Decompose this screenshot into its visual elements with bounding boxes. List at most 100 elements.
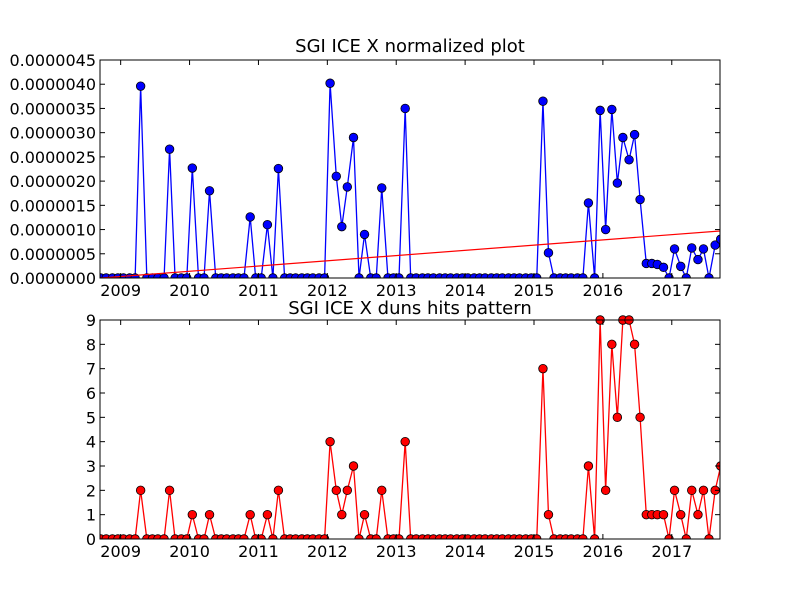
y-tick-label: 9 (86, 311, 96, 330)
x-tick-label: 2010 (169, 542, 210, 561)
data-point (400, 436, 410, 447)
data-point (182, 534, 192, 539)
data-point (325, 436, 335, 447)
data-point (664, 534, 674, 539)
data-point (348, 461, 359, 471)
data-point (182, 273, 192, 278)
x-tick-label: 2009 (100, 281, 141, 300)
data-point (704, 273, 714, 278)
axis-ticks: 2009 2010 2011 2012 2013 2014 2015 2016 2017 0.00… (9, 51, 720, 300)
x-tick-label: 2011 (238, 542, 279, 561)
y-tick-label: 7 (86, 360, 96, 379)
data-point (164, 485, 175, 496)
data-point (331, 485, 341, 496)
x-tick-label: 2014 (445, 281, 486, 300)
data-point (600, 224, 611, 235)
y-tick-label: 0.0000045 (9, 51, 96, 70)
x-tick-label: 2011 (238, 281, 279, 300)
data-point (342, 182, 353, 192)
data-point (715, 234, 720, 244)
data-point (583, 461, 594, 471)
y-tick-label: 0.0000025 (9, 148, 96, 167)
data-point (204, 186, 215, 196)
y-tick-label: 2 (86, 481, 96, 500)
chart-title: SGI ICE X duns hits pattern (288, 298, 531, 319)
data-point (618, 132, 628, 143)
y-tick-label: 0.0000030 (9, 124, 96, 143)
data-point (543, 509, 554, 520)
y-tick-label: 3 (86, 457, 96, 476)
data-point (612, 178, 623, 188)
plot-area (100, 315, 720, 539)
y-tick-label: 0.0000035 (9, 99, 96, 118)
x-tick-label: 2015 (514, 542, 555, 561)
y-tick-label: 0.0000020 (9, 172, 96, 191)
data-point (256, 534, 266, 539)
data-point (676, 261, 686, 272)
axes-frame (99, 319, 721, 540)
data-point (629, 339, 640, 350)
data-point (664, 273, 674, 278)
data-point (325, 78, 335, 88)
data-point (187, 509, 198, 520)
data-point (377, 485, 387, 496)
data-point (624, 155, 634, 165)
y-tick-label: 5 (86, 408, 96, 427)
data-point (187, 163, 198, 173)
data-point (595, 105, 605, 116)
data-point (589, 534, 600, 539)
data-point (681, 534, 691, 539)
data-point (262, 509, 273, 520)
data-point (635, 194, 645, 205)
x-tick-label: 2016 (583, 542, 624, 561)
data-point (612, 412, 623, 423)
x-tick-label: 2013 (376, 281, 417, 300)
data-point (698, 244, 709, 254)
x-tick-label: 2009 (100, 542, 141, 561)
data-point (681, 273, 691, 278)
data-point (538, 363, 548, 374)
data-point (583, 198, 594, 208)
x-tick-label: 2014 (445, 542, 486, 561)
y-tick-label: 0.0000000 (9, 269, 96, 288)
data-point (704, 534, 714, 539)
data-point (658, 262, 669, 273)
plot-area (100, 78, 720, 278)
data-point (273, 163, 284, 174)
data-point (635, 412, 645, 423)
data-point (607, 104, 617, 115)
data-point (394, 273, 404, 278)
data-point (538, 96, 548, 106)
data-point (377, 183, 387, 193)
data-point (607, 339, 617, 350)
y-tick-label: 1 (86, 506, 96, 525)
data-point (135, 485, 146, 496)
data-point (710, 240, 720, 250)
data-point (348, 132, 359, 143)
data-point (629, 129, 640, 140)
data-point (239, 534, 249, 539)
data-point (199, 534, 209, 539)
y-tick-label: 6 (86, 384, 96, 403)
data-point (394, 534, 404, 539)
data-point (342, 485, 353, 496)
data-point (273, 485, 284, 496)
data-point (687, 485, 697, 496)
data-point (669, 244, 680, 254)
data-point (687, 243, 697, 253)
data-point (532, 273, 542, 278)
data-point (331, 171, 341, 181)
data-point (337, 509, 347, 520)
trend-line (100, 230, 720, 278)
data-point (371, 534, 381, 539)
data-point (268, 534, 278, 539)
data-point (698, 485, 709, 496)
y-tick-label: 0 (86, 530, 96, 549)
data-point (164, 144, 175, 154)
data-point (130, 534, 140, 539)
data-point (354, 273, 364, 278)
data-point (199, 273, 209, 278)
data-point (256, 273, 266, 278)
data-point (578, 273, 588, 278)
y-tick-label: 4 (86, 433, 96, 452)
